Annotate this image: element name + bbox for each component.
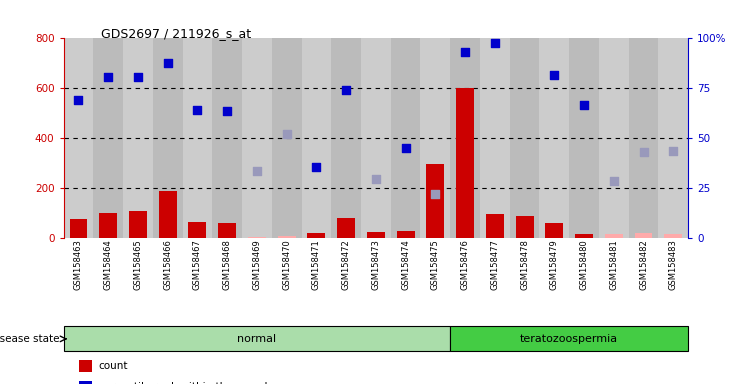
- Bar: [628, 38, 658, 238]
- Bar: [64, 326, 450, 351]
- Bar: [569, 38, 599, 238]
- Text: percentile rank within the sample: percentile rank within the sample: [98, 382, 274, 384]
- Point: [251, 167, 263, 174]
- Bar: [450, 38, 480, 238]
- Point: [608, 177, 620, 184]
- Point: [667, 147, 679, 154]
- Point: [280, 131, 292, 137]
- Point: [221, 108, 233, 114]
- Bar: [605, 234, 623, 238]
- Bar: [278, 235, 295, 238]
- Bar: [420, 38, 450, 238]
- Bar: [367, 232, 384, 238]
- Bar: [396, 230, 414, 238]
- Bar: [634, 233, 652, 238]
- Bar: [486, 214, 503, 238]
- Point: [132, 74, 144, 80]
- Bar: [123, 38, 153, 238]
- Bar: [307, 233, 325, 238]
- Bar: [218, 223, 236, 238]
- Point: [310, 164, 322, 170]
- Text: normal: normal: [237, 334, 277, 344]
- Point: [399, 145, 411, 151]
- Text: teratozoospermia: teratozoospermia: [520, 334, 619, 344]
- Bar: [94, 38, 123, 238]
- Bar: [64, 38, 94, 238]
- Bar: [301, 38, 331, 238]
- Bar: [658, 38, 688, 238]
- Bar: [99, 213, 117, 238]
- Point: [578, 101, 590, 108]
- Text: disease state: disease state: [0, 334, 60, 344]
- Bar: [212, 38, 242, 238]
- Bar: [159, 190, 177, 238]
- Point: [102, 74, 114, 80]
- Point: [637, 149, 649, 155]
- Bar: [188, 222, 206, 238]
- Bar: [242, 38, 272, 238]
- Bar: [337, 218, 355, 238]
- Point: [340, 86, 352, 93]
- Bar: [331, 38, 361, 238]
- Point: [370, 176, 381, 182]
- Bar: [129, 210, 147, 238]
- Bar: [450, 326, 688, 351]
- Bar: [515, 216, 533, 238]
- Bar: [545, 223, 563, 238]
- Point: [162, 60, 174, 66]
- Bar: [426, 164, 444, 238]
- Bar: [599, 38, 628, 238]
- Point: [73, 96, 85, 103]
- Bar: [390, 38, 420, 238]
- Point: [548, 71, 560, 78]
- Bar: [361, 38, 390, 238]
- Text: GDS2697 / 211926_s_at: GDS2697 / 211926_s_at: [101, 27, 251, 40]
- Point: [459, 49, 471, 55]
- Bar: [480, 38, 509, 238]
- Point: [489, 40, 501, 46]
- Text: count: count: [98, 361, 127, 371]
- Bar: [70, 219, 88, 238]
- Point: [191, 106, 203, 113]
- Bar: [272, 38, 301, 238]
- Bar: [153, 38, 183, 238]
- Point: [429, 191, 441, 197]
- Bar: [183, 38, 212, 238]
- Bar: [575, 234, 593, 238]
- Bar: [664, 234, 682, 238]
- Bar: [539, 38, 569, 238]
- Bar: [509, 38, 539, 238]
- Bar: [456, 88, 474, 238]
- Bar: [248, 237, 266, 238]
